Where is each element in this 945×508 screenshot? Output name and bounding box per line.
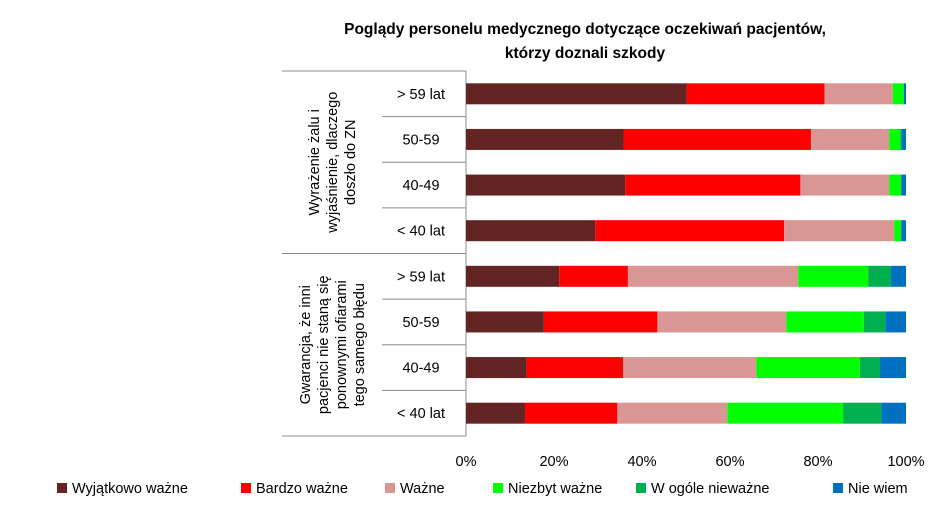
group-label-line: doszło do ZN — [343, 120, 359, 205]
bar-segment — [881, 402, 906, 424]
bar-segment — [466, 311, 544, 333]
chart-title-line-2: którzy doznali szkody — [505, 45, 666, 62]
category-label: > 59 lat — [397, 269, 445, 285]
bar-segment — [617, 402, 728, 424]
chart-title-line-1: Poglądy personelu medycznego dotyczące o… — [344, 21, 826, 38]
bar-segment — [627, 265, 799, 287]
legend: Wyjątkowo ważne Bardzo ważne Ważne Niezbyt … — [57, 481, 908, 497]
bar-segment — [798, 265, 869, 287]
x-tick-label: 80% — [803, 454, 832, 470]
legend-label: Nie wiem — [848, 481, 908, 497]
bar-segment — [859, 357, 881, 379]
x-tick-label: 40% — [627, 454, 656, 470]
bar-segment — [885, 311, 906, 333]
bar-segment — [901, 220, 906, 242]
group-label-line: tego samego błędu — [352, 283, 368, 406]
bar-segment — [891, 265, 906, 287]
legend-swatch — [636, 483, 646, 493]
x-tick-label: 0% — [456, 454, 477, 470]
bar-segment — [657, 311, 787, 333]
bar-segment — [559, 265, 628, 287]
legend-label: Bardzo ważne — [256, 481, 348, 497]
bar-segment — [901, 128, 906, 150]
x-tick-label: 20% — [539, 454, 568, 470]
category-label: < 40 lat — [397, 224, 445, 240]
bar-segment — [756, 357, 860, 379]
category-label: 40-49 — [402, 178, 439, 194]
category-labels: > 59 lat 50-59 40-49 < 40 lat > 59 lat 50-59 4… — [397, 87, 445, 422]
group-label-line: Wyrażenie żalu i — [307, 109, 323, 215]
x-tick-label: 60% — [715, 454, 744, 470]
legend-label: W ogóle nieważne — [651, 481, 770, 497]
bar-segment — [466, 265, 560, 287]
category-label: < 40 lat — [397, 406, 445, 422]
bar-segment — [466, 83, 687, 105]
bar-segment — [466, 174, 626, 196]
bar-segment — [466, 357, 527, 379]
bar-segment — [595, 220, 785, 242]
bar-segment — [880, 357, 906, 379]
bar-segment — [625, 174, 801, 196]
chart-title: Poglądy personelu medycznego dotyczące o… — [344, 21, 826, 62]
category-label: 50-59 — [402, 132, 439, 148]
bar-segment — [894, 220, 901, 242]
bar-segment — [786, 311, 864, 333]
bar-segment — [900, 128, 902, 150]
bar-segment — [824, 83, 893, 105]
bar-segment — [889, 128, 901, 150]
x-tick-label: 100% — [887, 454, 924, 470]
bar-segment — [903, 83, 906, 105]
bar-segment — [466, 220, 596, 242]
bar-segment — [466, 402, 525, 424]
legend-label: Ważne — [400, 481, 445, 497]
legend-swatch — [241, 483, 251, 493]
bar-segment — [800, 174, 890, 196]
bar-segment — [686, 83, 825, 105]
legend-swatch — [57, 483, 67, 493]
group-label: Gwarancja, że inni pacjenci nie staną się… — [298, 275, 368, 414]
legend-label: Wyjątkowo ważne — [72, 481, 188, 497]
legend-label: Niezbyt ważne — [508, 481, 602, 497]
bar-segment — [868, 265, 892, 287]
group-label-line: ponownymi ofiarami — [334, 280, 350, 409]
bar-segment — [810, 128, 890, 150]
bar-segment — [892, 83, 904, 105]
group-labels: Wyrażenie żalu i wyjaśnienie, dlaczego dos… — [298, 92, 368, 414]
category-label: 40-49 — [402, 361, 439, 377]
bar-segment — [466, 128, 624, 150]
bar-segment — [623, 357, 757, 379]
group-label: Wyrażenie żalu i wyjaśnienie, dlaczego dos… — [307, 92, 359, 234]
bars — [466, 83, 906, 424]
legend-swatch — [385, 483, 395, 493]
bar-segment — [727, 402, 844, 424]
x-axis: 0% 20% 40% 60% 80% 100% — [456, 454, 925, 470]
bar-segment — [524, 402, 618, 424]
category-label: > 59 lat — [397, 87, 445, 103]
legend-swatch — [493, 483, 503, 493]
bar-segment — [901, 174, 906, 196]
category-label: 50-59 — [402, 315, 439, 331]
bar-segment — [543, 311, 658, 333]
bar-segment — [843, 402, 882, 424]
bar-segment — [889, 174, 901, 196]
group-label-line: wyjaśnienie, dlaczego — [325, 92, 341, 234]
bar-segment — [623, 128, 811, 150]
bar-segment — [526, 357, 624, 379]
group-label-line: pacjenci nie staną się — [316, 275, 332, 414]
bar-segment — [900, 220, 902, 242]
legend-swatch — [833, 483, 843, 493]
bar-segment — [863, 311, 886, 333]
group-label-line: Gwarancja, że inni — [298, 285, 314, 404]
bar-segment — [900, 174, 902, 196]
bar-segment — [784, 220, 895, 242]
